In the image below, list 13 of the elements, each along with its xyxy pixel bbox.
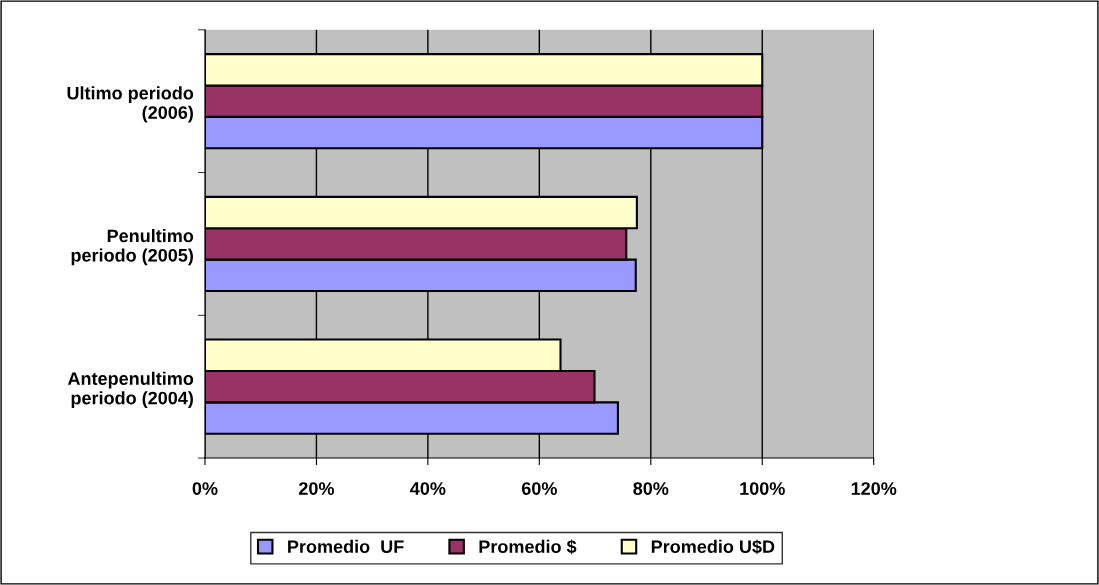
y-tick-label: Penultimo periodo (2005): [71, 228, 194, 266]
legend-label: Promedio $: [479, 539, 577, 555]
x-tick-label: 40%: [410, 482, 446, 495]
x-tick-label: 0%: [192, 482, 218, 495]
y-tick-label: Ultimo periodo (2006): [67, 86, 194, 123]
x-tick-label: 20%: [298, 482, 335, 495]
x-tick-label: 120%: [851, 482, 897, 495]
x-tick-label: 100%: [740, 482, 785, 495]
legend-label: Promedio U$D: [651, 539, 775, 555]
legend-label: Promedio UF: [288, 539, 404, 554]
x-tick-label: 60%: [521, 482, 557, 495]
x-tick-label: 80%: [633, 482, 669, 495]
y-tick-label: Antepenultimo periodo (2004): [67, 371, 194, 409]
